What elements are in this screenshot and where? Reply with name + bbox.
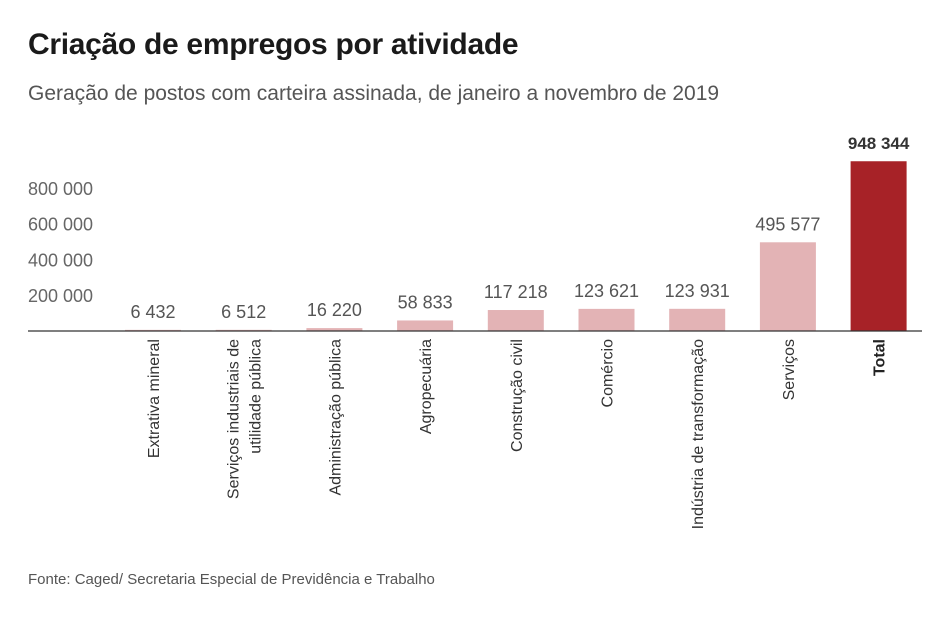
value-label: 6 512 <box>221 302 266 322</box>
category-label: Agropecuária <box>418 339 435 434</box>
category-label: Total <box>872 339 889 376</box>
value-label: 6 432 <box>130 302 175 322</box>
y-tick-label: 400 000 <box>28 250 93 270</box>
bar <box>669 309 725 331</box>
category-label: Administração pública <box>327 339 344 496</box>
category-label: Extrativa mineral <box>146 339 163 458</box>
y-tick-label: 600 000 <box>28 215 93 235</box>
category-label: Indústria de transformação <box>690 339 707 529</box>
category-label-line: Extrativa mineral <box>146 339 163 458</box>
category-label-line: utilidade pública <box>248 339 265 454</box>
value-label: 495 577 <box>755 214 820 234</box>
category-label-line: Indústria de transformação <box>690 339 707 529</box>
y-axis-ticks: 200 000 400 000 600 000 800 000 <box>28 179 93 306</box>
bar <box>488 310 544 331</box>
bar <box>760 242 816 331</box>
category-label-line: Serviços industriais de <box>226 339 243 499</box>
bar <box>851 161 907 331</box>
value-label: 117 218 <box>484 282 548 302</box>
value-label: 123 931 <box>665 281 730 301</box>
category-label: Comércio <box>600 339 617 408</box>
value-label: 123 621 <box>574 281 639 301</box>
category-label-line: Administração pública <box>327 339 344 496</box>
category-label-line: Serviços <box>781 339 798 400</box>
value-label: 58 833 <box>398 292 453 312</box>
category-label-line: Construção civil <box>509 339 526 452</box>
category-label-line: Comércio <box>600 339 617 408</box>
bar-chart: 200 000 400 000 600 000 800 000 6 432 6 512 1… <box>0 0 950 631</box>
category-labels: Extrativa mineral Serviços industriais de… <box>146 339 889 529</box>
category-label: Serviços industriais de utilidade pública <box>226 339 265 499</box>
bar <box>397 320 453 331</box>
category-label: Serviços <box>781 339 798 400</box>
category-label-line: Total <box>872 339 889 376</box>
source-note: Fonte: Caged/ Secretaria Especial de Pre… <box>28 571 435 588</box>
category-label-line: Agropecuária <box>418 339 435 434</box>
value-label: 16 220 <box>307 300 362 320</box>
value-label: 948 344 <box>848 134 910 153</box>
y-tick-label: 800 000 <box>28 179 93 199</box>
y-tick-label: 200 000 <box>28 286 93 306</box>
bar <box>579 309 635 331</box>
category-label: Construção civil <box>509 339 526 452</box>
